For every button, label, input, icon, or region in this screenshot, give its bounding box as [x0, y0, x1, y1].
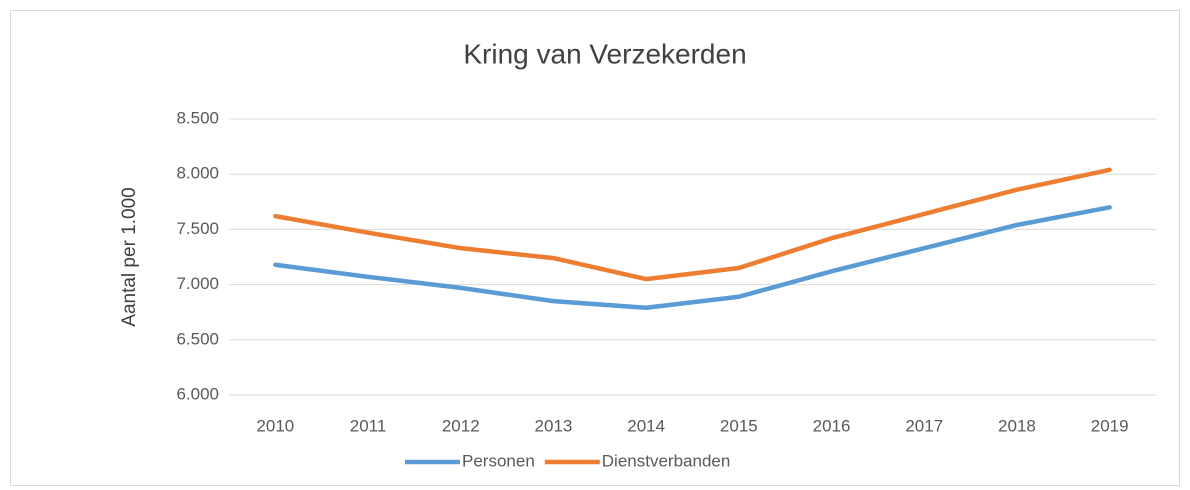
chart-frame: [10, 10, 1180, 486]
y-tick-label: 6.000: [176, 384, 219, 403]
y-tick-label: 6.500: [176, 329, 219, 348]
x-tick-label: 2019: [1091, 416, 1129, 435]
x-tick-label: 2011: [350, 416, 387, 435]
series-line: [273, 167, 1112, 282]
x-tick-label: 2017: [905, 416, 943, 435]
x-tick-label: 2015: [720, 416, 758, 435]
x-tick-label: 2016: [813, 416, 851, 435]
x-tick-label: 2018: [998, 416, 1036, 435]
y-tick-label: 8.500: [176, 108, 219, 127]
legend-label: Dienstverbanden: [602, 451, 731, 470]
x-tick-label: 2013: [535, 416, 573, 435]
series-line: [273, 205, 1112, 311]
x-tick-label: 2012: [442, 416, 480, 435]
x-tick-label: 2010: [256, 416, 294, 435]
y-axis-label: Aantal per 1.000: [119, 187, 140, 326]
y-tick-label: 8.000: [176, 164, 219, 183]
legend-label: Personen: [462, 451, 535, 470]
y-tick-label: 7.500: [176, 219, 219, 238]
x-tick-label: 2014: [627, 416, 665, 435]
y-tick-label: 7.000: [176, 274, 219, 293]
chart-title: Kring van Verzekerden: [463, 38, 746, 69]
